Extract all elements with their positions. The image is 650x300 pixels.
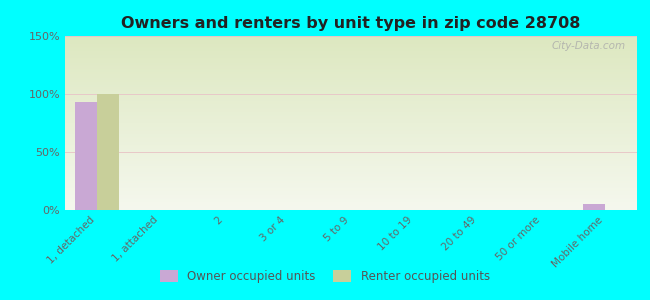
Bar bbox=[75, 102, 97, 210]
Bar bbox=[583, 204, 605, 210]
Text: City-Data.com: City-Data.com bbox=[551, 41, 625, 51]
Title: Owners and renters by unit type in zip code 28708: Owners and renters by unit type in zip c… bbox=[122, 16, 580, 31]
Bar bbox=[97, 94, 119, 210]
Legend: Owner occupied units, Renter occupied units: Owner occupied units, Renter occupied un… bbox=[155, 266, 495, 288]
